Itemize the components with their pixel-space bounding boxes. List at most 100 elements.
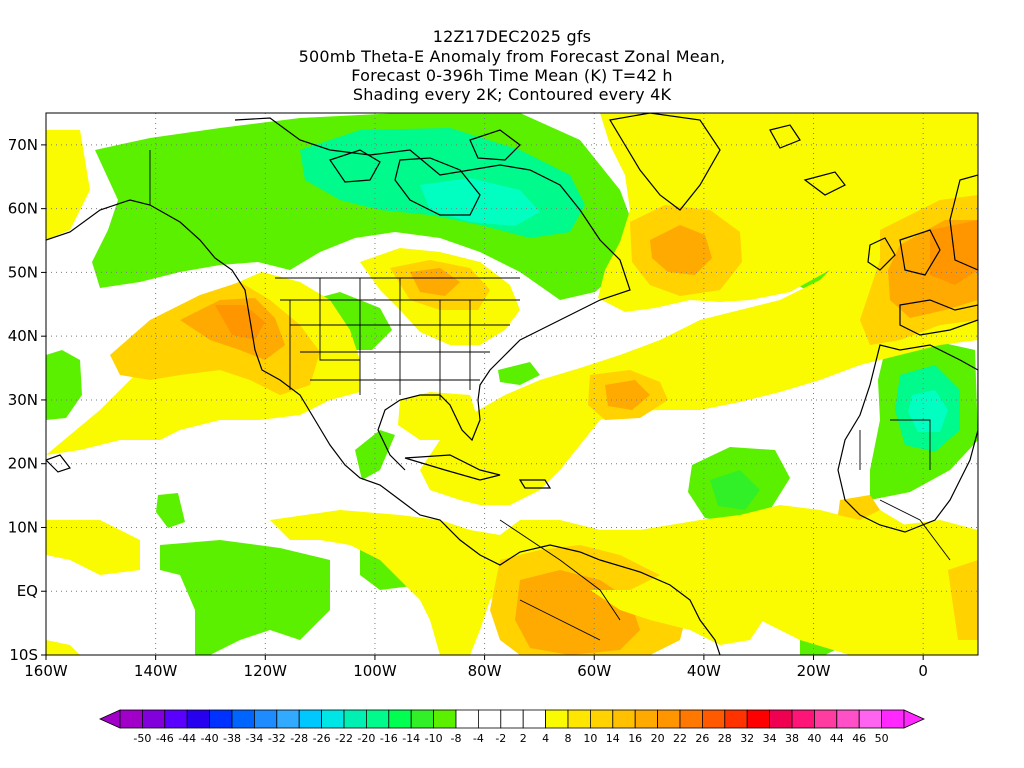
colorbar-swatch xyxy=(702,709,726,729)
colorbar-swatch xyxy=(590,709,614,729)
colorbar-label: -8 xyxy=(451,732,462,745)
coastlines xyxy=(46,113,978,655)
colorbar-label: 50 xyxy=(875,732,889,745)
colorbar-swatch xyxy=(679,709,703,729)
title-line-4: Shading every 2K; Contoured every 4K xyxy=(352,85,672,104)
graticule xyxy=(46,113,978,655)
colorbar-label: 44 xyxy=(830,732,844,745)
colorbar-label: -10 xyxy=(425,732,443,745)
colorbar-label: -4 xyxy=(473,732,484,745)
colorbar-swatch xyxy=(410,709,435,729)
colorbar-swatch xyxy=(724,709,748,729)
colorbar-swatch xyxy=(119,709,143,729)
colorbar-swatch xyxy=(433,709,457,729)
lon-tick-label: 100W xyxy=(353,662,397,680)
lat-tick-label: 20N xyxy=(8,455,38,473)
colorbar-swatch xyxy=(814,709,838,729)
axis-labels: 160W 140W 120W 100W 80W 60W 40W 20W 0 70N 60N 50N 40… xyxy=(8,136,928,680)
colorbar-label: -2 xyxy=(495,732,506,745)
colorbar-swatch xyxy=(634,709,659,729)
lon-tick-label: 20W xyxy=(797,662,831,680)
colorbar-label: -44 xyxy=(178,732,196,745)
colorbar-swatch xyxy=(231,709,255,729)
lon-tick-label: 140W xyxy=(134,662,178,680)
lat-tick-label: 60N xyxy=(8,200,38,218)
colorbar-label: 20 xyxy=(651,732,665,745)
colorbar-swatch xyxy=(186,709,210,729)
colorbar-label: 22 xyxy=(673,732,687,745)
colorbar-label: 10 xyxy=(583,732,597,745)
title-line-1: 12Z17DEC2025 gfs xyxy=(432,27,592,46)
colorbar-label: 32 xyxy=(740,732,754,745)
lon-tick-label: 160W xyxy=(24,662,68,680)
colorbar-label: 2 xyxy=(520,732,527,745)
lat-tick-label: 10S xyxy=(9,646,38,664)
lon-tick-label: 40W xyxy=(687,662,721,680)
colorbar-label: 34 xyxy=(763,732,777,745)
colorbar-label: -22 xyxy=(335,732,353,745)
map-field xyxy=(46,113,978,655)
colorbar-swatch xyxy=(276,709,300,729)
lon-tick-label: 120W xyxy=(244,662,288,680)
colorbar-swatch xyxy=(209,709,233,729)
colorbar-label: -40 xyxy=(201,732,219,745)
colorbar-swatch xyxy=(545,709,569,729)
colorbar-label: -28 xyxy=(290,732,308,745)
colorbar-swatch xyxy=(522,709,547,729)
lat-tick-label: 40N xyxy=(8,327,38,345)
colorbar-label: 14 xyxy=(606,732,620,745)
colorbar-label: -20 xyxy=(357,732,375,745)
colorbar-swatch xyxy=(388,709,412,729)
colorbar-swatch xyxy=(612,709,636,729)
colorbar-swatch xyxy=(657,709,681,729)
colorbar-label: 40 xyxy=(807,732,821,745)
colorbar-label: 8 xyxy=(565,732,572,745)
positive-anomaly-shading xyxy=(46,113,978,655)
political-borders xyxy=(149,150,951,641)
lon-tick-label: 80W xyxy=(468,662,502,680)
colorbar-label: 4 xyxy=(542,732,549,745)
lat-tick-label: 50N xyxy=(8,263,38,281)
lat-tick-label: EQ xyxy=(17,582,38,600)
colorbar-label: -16 xyxy=(380,732,398,745)
colorbar-swatch xyxy=(298,709,323,729)
colorbar-swatch xyxy=(858,709,883,729)
colorbar-swatch xyxy=(791,709,815,729)
colorbar-swatch xyxy=(881,709,905,729)
colorbar-swatch xyxy=(500,709,524,729)
colorbar-label: -32 xyxy=(268,732,286,745)
colorbar-label: -38 xyxy=(223,732,241,745)
lat-tick-label: 70N xyxy=(8,136,38,154)
map-frame xyxy=(45,112,979,656)
colorbar-low-arrow xyxy=(99,709,121,729)
title-line-3: Forecast 0-396h Time Mean (K) T=42 h xyxy=(351,66,673,85)
colorbar-swatch xyxy=(253,709,278,729)
title-line-2: 500mb Theta-E Anomaly from Forecast Zona… xyxy=(298,47,726,66)
colorbar-label: 28 xyxy=(718,732,732,745)
colorbar-label: -14 xyxy=(402,732,420,745)
colorbar-swatch xyxy=(836,709,860,729)
lon-tick-label: 0 xyxy=(918,662,928,680)
colorbar-swatch xyxy=(321,709,345,729)
colorbar-swatch xyxy=(343,709,367,729)
colorbar-swatch xyxy=(769,709,793,729)
colorbar-swatch xyxy=(455,709,479,729)
colorbar-label: -26 xyxy=(313,732,331,745)
lon-tick-label: 60W xyxy=(577,662,611,680)
colorbar-label: 26 xyxy=(695,732,709,745)
colorbar-swatch xyxy=(477,709,502,729)
colorbar-label: -34 xyxy=(245,732,263,745)
colorbar-swatch xyxy=(746,709,771,729)
colorbar-swatch xyxy=(141,709,166,729)
colorbar-label: 16 xyxy=(628,732,642,745)
colorbar-swatch xyxy=(365,709,390,729)
colorbar-swatch xyxy=(164,709,188,729)
colorbar-label: 46 xyxy=(852,732,866,745)
negative-anomaly-shading xyxy=(46,113,978,655)
colorbar-swatch xyxy=(567,709,591,729)
colorbar-label: -50 xyxy=(133,732,151,745)
colorbar-high-arrow xyxy=(903,709,925,729)
colorbar: -50 -46 -44 -40 -38 -34 -32 -28 -26 -22 -20 -16 -14-… xyxy=(99,709,925,745)
colorbar-label: -46 xyxy=(156,732,174,745)
